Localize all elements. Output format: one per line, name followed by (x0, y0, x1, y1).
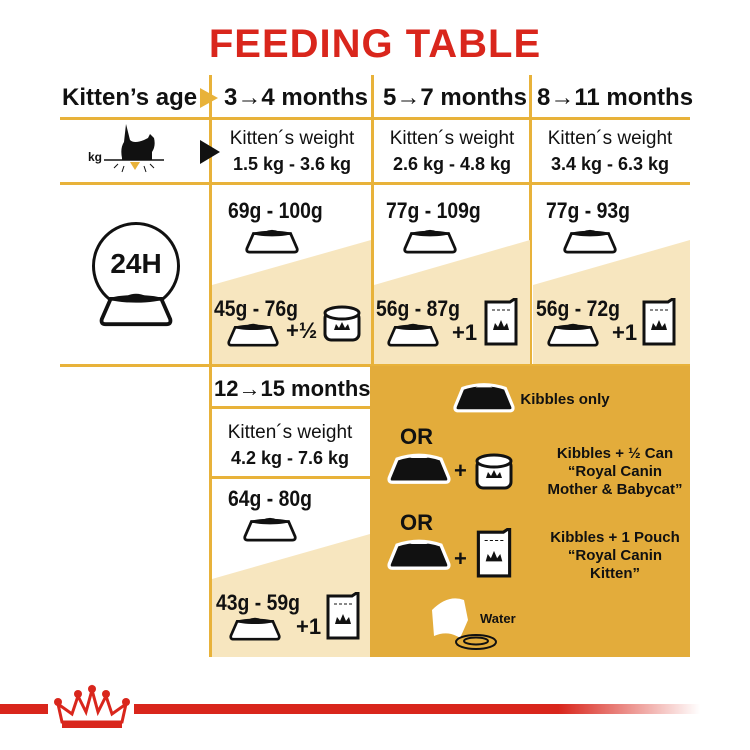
cat-scale-icon (104, 124, 164, 173)
water-bowl-icon (432, 598, 497, 650)
mixed-amount: 56g - 72g (536, 296, 620, 321)
plus-sign: + (454, 546, 467, 571)
col-header: 8→11 months (537, 84, 694, 111)
arrow-icon (200, 140, 220, 164)
mixed-add: +½ (286, 318, 318, 343)
col-header: 3→4 months (224, 84, 369, 111)
kg-label: kg (88, 150, 103, 164)
24h-label: 24H (110, 248, 162, 279)
plus-sign: + (454, 458, 467, 483)
divider (210, 476, 370, 479)
kibble-bowl-icon (386, 538, 452, 572)
legend-line: Kibbles + ½ Can (556, 445, 674, 462)
pouch-icon (326, 592, 360, 640)
bowl-icon (226, 322, 280, 347)
legend-line: “Royal Canin (567, 463, 663, 480)
bowl-icon (242, 516, 298, 542)
weight-label: Kitten´s weight (547, 128, 673, 149)
mixed-amount: 56g - 87g (376, 296, 460, 321)
divider (60, 117, 690, 120)
weight-range: 2.6 kg - 4.8 kg (392, 154, 512, 174)
divider (371, 75, 374, 365)
legend-can: Kibbles + ½ Can “Royal Canin Mother & Baby… (530, 445, 700, 499)
bowl-icon (386, 322, 440, 347)
brand-line (134, 704, 700, 714)
age-label: Kitten’s age (62, 84, 198, 111)
legend-line: Mother & Babycat” (547, 481, 683, 498)
bowl-icon (402, 228, 458, 254)
bowl-icon (562, 228, 618, 254)
mixed-amount: 43g - 59g (216, 590, 300, 615)
mixed-add: +1 (452, 320, 478, 345)
legend-line: Kibbles + 1 Pouch (550, 529, 680, 546)
col-header: 12→15 months (214, 376, 371, 401)
arrow-icon (200, 88, 218, 108)
dry-amount: 77g - 109g (386, 198, 481, 223)
legend-panel (370, 366, 690, 657)
weight-label: Kitten´s weight (227, 422, 353, 443)
legend-pouch: Kibbles + 1 Pouch “Royal Canin Kitten” (530, 529, 700, 583)
or-label: OR (400, 510, 433, 535)
legend-line: Kitten” (590, 565, 640, 582)
royal-canin-crown-logo (54, 684, 130, 728)
bowl-icon (98, 290, 174, 328)
weight-label: Kitten´s weight (229, 128, 355, 149)
bowl-icon (546, 322, 600, 347)
weight-range: 1.5 kg - 3.6 kg (232, 154, 352, 174)
legend-line: “Royal Canin (567, 547, 663, 564)
kibble-bowl-icon (386, 452, 452, 486)
divider (210, 406, 370, 409)
dry-amount: 64g - 80g (228, 486, 312, 511)
mixed-amount: 45g - 76g (214, 296, 298, 321)
can-icon (474, 448, 514, 492)
pouch-icon (642, 298, 676, 346)
divider (60, 364, 690, 367)
weight-range: 3.4 kg - 6.3 kg (550, 154, 670, 174)
water-label: Water (480, 611, 516, 626)
dry-amount: 77g - 93g (546, 198, 630, 223)
or-label: OR (400, 424, 433, 449)
pouch-icon (484, 298, 518, 346)
can-icon (322, 302, 362, 342)
weight-label: Kitten´s weight (389, 128, 515, 149)
weight-range: 4.2 kg - 7.6 kg (230, 448, 350, 468)
dry-amount: 69g - 100g (228, 198, 323, 223)
pouch-icon (476, 528, 512, 578)
legend-kibbles-only: Kibbles only (520, 391, 610, 408)
bowl-icon (228, 616, 282, 641)
divider (60, 182, 690, 185)
page-title: FEEDING TABLE (208, 22, 542, 66)
bowl-icon (244, 228, 300, 254)
col-header: 5→7 months (383, 84, 528, 111)
brand-line (0, 704, 48, 714)
mixed-add: +1 (612, 320, 638, 345)
mixed-add: +1 (296, 614, 322, 639)
divider (529, 75, 532, 365)
